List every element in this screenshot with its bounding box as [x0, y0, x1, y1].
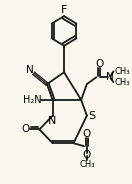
Text: N: N	[106, 72, 114, 82]
Text: S: S	[88, 111, 95, 121]
Text: CH₃: CH₃	[114, 67, 130, 76]
Text: CH₃: CH₃	[114, 78, 130, 87]
Text: N: N	[26, 65, 34, 75]
Text: F: F	[61, 5, 67, 15]
Text: CH₃: CH₃	[79, 160, 95, 169]
Text: O: O	[95, 59, 103, 69]
Text: O: O	[83, 150, 91, 160]
Text: O: O	[83, 129, 91, 139]
Text: O: O	[21, 124, 29, 135]
Text: N: N	[48, 116, 56, 125]
Text: H₂N: H₂N	[23, 95, 42, 105]
